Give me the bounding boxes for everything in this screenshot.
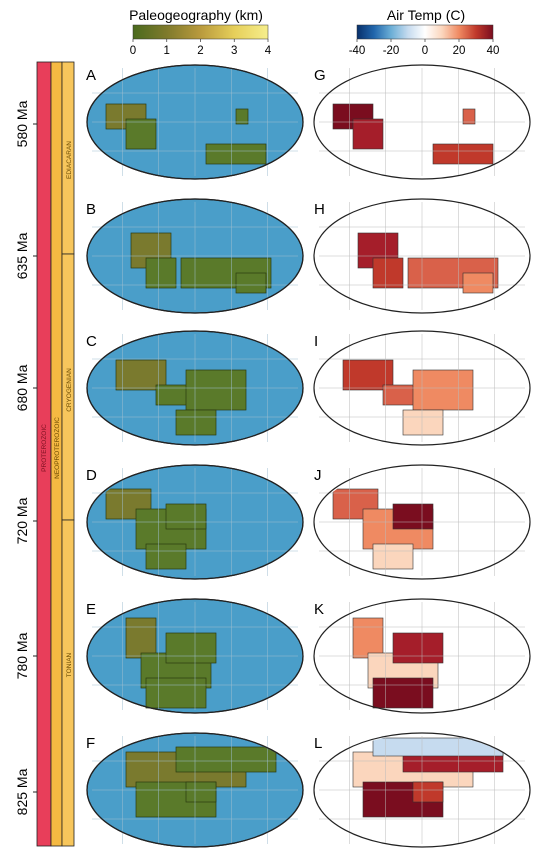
map-outline — [86, 732, 304, 848]
continent-block — [205, 143, 267, 165]
paleo-colorbar-tick-label: 4 — [265, 45, 272, 57]
temp-colorbar: Air Temp (C) -40 -20 0 20 40 — [349, 7, 500, 57]
temperature-block — [352, 617, 384, 659]
continent-block — [185, 781, 217, 803]
temp-colorbar-tick-label: 40 — [487, 45, 500, 57]
continent-block — [165, 503, 207, 530]
continent-block — [145, 677, 207, 709]
temperature-block — [402, 409, 444, 436]
timescale: PROTEROZOIC NEOPROTEROZOIC EDIACARAN CRY… — [14, 61, 75, 847]
temperature-block — [392, 632, 444, 664]
panel-letter-k: K — [314, 601, 324, 618]
paleo-colorbar-tick-label: 0 — [130, 45, 136, 57]
continent-block — [145, 543, 187, 570]
continent-block — [175, 746, 277, 773]
temperature-block — [372, 677, 434, 709]
paleogeography-map — [86, 198, 304, 314]
panel-letter-h: H — [314, 201, 325, 218]
paleo-colorbar-tick-label: 2 — [197, 45, 203, 57]
paleo-colorbar-ticks: 0 1 2 3 4 — [130, 39, 272, 57]
panel-letter-b: B — [86, 201, 96, 218]
panel-letter-f: F — [86, 735, 95, 752]
age-label-680: 680 Ma — [14, 364, 30, 411]
temp-colorbar-tick-label: 20 — [453, 45, 466, 57]
air-temperature-map — [313, 732, 531, 848]
map-outline — [86, 64, 304, 180]
eon-label: PROTEROZOIC — [41, 424, 48, 472]
temperature-block — [372, 543, 414, 570]
panel-letter-g: G — [314, 67, 326, 84]
continent-block — [125, 118, 157, 150]
temp-colorbar-tick-label: -20 — [383, 45, 400, 57]
map-outline — [86, 330, 304, 446]
air-temperature-map — [313, 198, 531, 314]
paleogeography-map — [86, 330, 304, 446]
continent-block — [235, 272, 267, 294]
map-outline — [313, 64, 531, 180]
map-outline — [313, 598, 531, 714]
continent-block — [165, 632, 217, 664]
age-label-635: 635 Ma — [14, 232, 30, 279]
panel-letter-d: D — [86, 467, 97, 484]
paleogeography-map — [86, 732, 304, 848]
temperature-block — [412, 781, 444, 803]
map-outline — [313, 198, 531, 314]
temp-colorbar-gradient — [356, 24, 494, 40]
paleo-colorbar: Paleogeography (km) 0 1 2 3 4 — [129, 7, 272, 57]
paleo-colorbar-gradient — [132, 24, 269, 40]
map-outline — [313, 330, 531, 446]
temperature-block — [352, 118, 384, 150]
age-axis: 580 Ma 635 Ma 680 Ma 720 Ma 780 Ma 825 M… — [14, 100, 37, 815]
temp-colorbar-tick-label: 0 — [422, 45, 428, 57]
age-label-780: 780 Ma — [14, 632, 30, 679]
temp-colorbar-title: Air Temp (C) — [387, 7, 465, 23]
map-outline — [313, 732, 531, 848]
air-temperature-map — [313, 330, 531, 446]
temperature-block — [372, 737, 504, 757]
age-label-580: 580 Ma — [14, 100, 30, 147]
period-label-tonian: TONIAN — [66, 652, 73, 677]
period-label-ediacaran: EDIACARAN — [66, 141, 73, 179]
map-outline — [86, 464, 304, 580]
period-label-cryogenian: CRYOGENIAN — [66, 368, 73, 412]
temperature-block — [372, 257, 404, 289]
paleogeography-map — [86, 64, 304, 180]
map-outline — [86, 598, 304, 714]
panel-letter-j: J — [314, 467, 322, 484]
map-outline — [313, 464, 531, 580]
panel-letter-e: E — [86, 601, 96, 618]
panel-letter-l: L — [314, 735, 322, 752]
temperature-block — [432, 143, 494, 165]
continent-block — [235, 108, 249, 125]
air-temperature-map — [313, 464, 531, 580]
era-label: NEOPROTEROZOIC — [54, 417, 61, 479]
age-label-825: 825 Ma — [14, 768, 30, 815]
temp-colorbar-tick-label: -40 — [349, 45, 366, 57]
paleo-colorbar-tick-label: 3 — [231, 45, 237, 57]
temperature-block — [392, 503, 434, 530]
continent-block — [145, 257, 177, 289]
temperature-block — [412, 369, 474, 411]
continent-block — [175, 409, 217, 436]
age-label-720: 720 Ma — [14, 497, 30, 544]
temperature-block — [462, 272, 494, 294]
panel-letter-a: A — [86, 67, 96, 84]
temp-colorbar-ticks: -40 -20 0 20 40 — [349, 39, 500, 57]
air-temperature-map — [313, 64, 531, 180]
paleo-colorbar-tick-label: 1 — [164, 45, 170, 57]
map-outline — [86, 198, 304, 314]
air-temperature-map — [313, 598, 531, 714]
paleogeography-map — [86, 464, 304, 580]
panel-letter-c: C — [86, 333, 97, 350]
paleogeography-map — [86, 598, 304, 714]
period-tonian — [61, 519, 75, 847]
paleo-colorbar-title: Paleogeography (km) — [129, 7, 263, 23]
panel-letters: A B C D E F G H I J K L — [86, 67, 326, 752]
continent-block — [185, 369, 247, 411]
continent-block — [125, 617, 157, 659]
map-panels — [86, 64, 531, 848]
panel-letter-i: I — [314, 333, 318, 350]
temperature-block — [462, 108, 476, 125]
